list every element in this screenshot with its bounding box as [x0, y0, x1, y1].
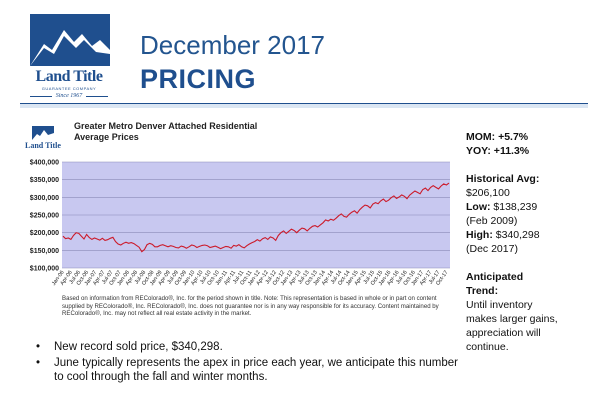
bullet-text: June typically represents the apex in pr…	[54, 357, 458, 383]
anticipated-label: Anticipated	[466, 271, 524, 283]
low-date: (Feb 2009)	[466, 215, 518, 227]
trend-label: Trend:	[466, 285, 499, 297]
trend-line: Until inventory	[466, 299, 533, 311]
historical-avg-label: Historical Avg:	[466, 173, 540, 185]
divider-strip	[20, 104, 588, 108]
divider	[20, 103, 588, 104]
list-item: • New record sold price, $340,298.	[30, 340, 470, 354]
logo-mark	[30, 14, 110, 66]
list-item: • June typically represents the apex in …	[30, 356, 470, 384]
low-label: Low:	[466, 201, 491, 213]
page-subtitle: PRICING	[140, 64, 257, 94]
bullet-text: New record sold price, $340,298.	[54, 341, 223, 353]
mom-stat: MOM: +5.7%	[466, 131, 529, 143]
high-value: $340,298	[492, 229, 540, 241]
yoy-stat: YOY: +11.3%	[466, 145, 530, 157]
y-tick-label: $250,000	[30, 213, 59, 220]
y-tick-label: $150,000	[30, 248, 59, 255]
y-tick-label: $200,000	[30, 230, 59, 237]
price-chart: $100,000 $150,000 $200,000 $250,000 $300,000…	[30, 160, 450, 287]
historical-avg-value: $206,100	[466, 187, 510, 199]
y-tick-label: $400,000	[30, 160, 59, 167]
divider	[30, 96, 52, 97]
trend-line: makes larger gains,	[466, 313, 558, 325]
x-axis-ticks: Jan-06Apr-06Jul-06Oct-06Jan-07Apr-07Jul-…	[51, 270, 450, 287]
y-tick-label: $350,000	[30, 177, 59, 184]
trend-line: appreciation will	[466, 327, 541, 339]
stats-panel: MOM: +5.7% YOY: +11.3% Historical Avg: $…	[466, 130, 596, 354]
grid-lines	[62, 161, 450, 269]
trend-line: continue.	[466, 341, 509, 353]
mountain-icon	[32, 130, 54, 140]
low-stat: Low: $138,239	[466, 200, 596, 214]
chart-title: Greater Metro Denver Attached Residentia…	[74, 121, 258, 131]
low-value: $138,239	[490, 201, 538, 213]
y-tick-label: $100,000	[30, 266, 59, 273]
series-line-average-price	[62, 182, 450, 253]
chart-logo-mark	[32, 126, 54, 140]
mountain-icon	[30, 30, 110, 66]
bullet-icon: •	[36, 357, 41, 369]
bullet-list: • New record sold price, $340,298. • Jun…	[30, 340, 470, 386]
chart-subtitle: Average Prices	[74, 132, 139, 142]
brand-since: Since 1967	[55, 93, 83, 99]
chart-disclaimer: Based on information from REColorado®, I…	[62, 295, 439, 317]
y-axis-ticks: $100,000 $150,000 $200,000 $250,000 $300,000…	[30, 160, 59, 273]
brand-tagline: GUARANTEE COMPANY	[41, 86, 97, 91]
bullet-icon: •	[36, 341, 41, 353]
y-tick-label: $300,000	[30, 195, 59, 202]
divider	[86, 96, 108, 97]
chart-logo-name: Land Title	[25, 141, 61, 150]
high-stat: High: $340,298	[466, 228, 596, 242]
brand-name: Land Title	[35, 68, 103, 85]
page-title: December 2017	[140, 30, 325, 60]
high-date: (Dec 2017)	[466, 243, 518, 255]
high-label: High:	[466, 229, 493, 241]
